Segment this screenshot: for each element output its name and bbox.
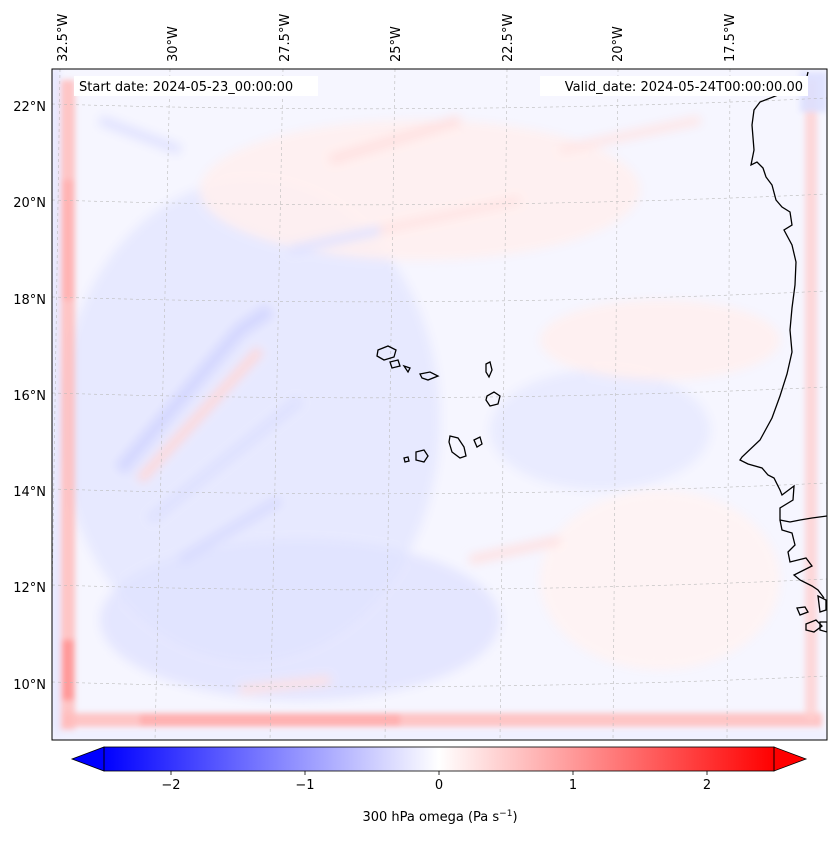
longitude-labels: 32.5°W 30°W 27.5°W 25°W 22.5°W 20°W 17.5… — [56, 14, 738, 62]
lat-label-22n: 22°N — [13, 100, 46, 115]
map-frame — [51, 68, 828, 741]
lat-label-18n: 18°N — [13, 293, 46, 308]
coastal-inlet — [779, 519, 825, 599]
island-santiago — [448, 435, 467, 459]
omega-field — [52, 69, 827, 740]
lon-label-25w: 25°W — [389, 26, 404, 62]
island-fogo — [415, 449, 429, 463]
island-brava — [403, 456, 410, 463]
lon-label-32-5w: 32.5°W — [56, 14, 71, 62]
island-sao-nicolau — [419, 371, 440, 381]
lon-label-17-5w: 17.5°W — [723, 14, 738, 62]
colorbar-tick-label: −2 — [161, 778, 180, 793]
lat-label-12n: 12°N — [13, 581, 46, 596]
island-sal — [485, 361, 493, 379]
island-maio — [473, 436, 483, 448]
coastal-island-se — [819, 621, 827, 633]
start-date-box — [74, 76, 318, 96]
valid-date-label: Valid_date: 2024-05-24T00:00:00.00 — [565, 80, 803, 95]
valid-date-box — [540, 76, 808, 96]
lat-label-14n: 14°N — [13, 485, 46, 500]
colorbar-tick-label: −1 — [295, 778, 314, 793]
colorbar-tick-label: 2 — [703, 778, 711, 793]
field-patterns — [60, 115, 780, 700]
lat-label-20n: 20°N — [13, 196, 46, 211]
latitude-labels: 22°N 20°N 18°N 16°N 14°N 12°N 10°N — [13, 100, 46, 693]
island-sao-vicente — [389, 359, 401, 369]
colorbar-label: 300 hPa omega (Pa s−1) — [362, 809, 517, 825]
lat-label-10n: 10°N — [13, 678, 46, 693]
lon-label-30w: 30°W — [166, 26, 181, 62]
lon-label-20w: 20°W — [611, 26, 626, 62]
colorbar: −2 −1 0 1 2 300 hPa omega (Pa s−1) — [70, 746, 808, 825]
coastlines — [376, 71, 827, 633]
colorbar-extend-max — [773, 746, 808, 772]
island-santa-luzia — [402, 364, 411, 374]
coastal-island-east — [817, 594, 827, 613]
island-boa-vista — [485, 391, 501, 407]
island-santo-antao — [376, 345, 397, 361]
lon-label-27-5w: 27.5°W — [278, 14, 293, 62]
coastal-island-south — [805, 619, 823, 633]
colorbar-tick-label: 0 — [435, 778, 443, 793]
colorbar-extend-min — [70, 746, 105, 772]
colorbar-ticks: −2 −1 0 1 2 — [161, 771, 711, 793]
colorbar-gradient — [104, 747, 774, 771]
lon-label-22-5w: 22.5°W — [501, 14, 516, 62]
colorbar-tick-label: 1 — [569, 778, 577, 793]
africa-coastline — [739, 71, 827, 523]
graticule — [52, 69, 827, 740]
start-date-label: Start date: 2024-05-23_00:00:00 — [79, 80, 293, 95]
bijagos-island — [796, 606, 809, 616]
lat-label-16n: 16°N — [13, 389, 46, 404]
